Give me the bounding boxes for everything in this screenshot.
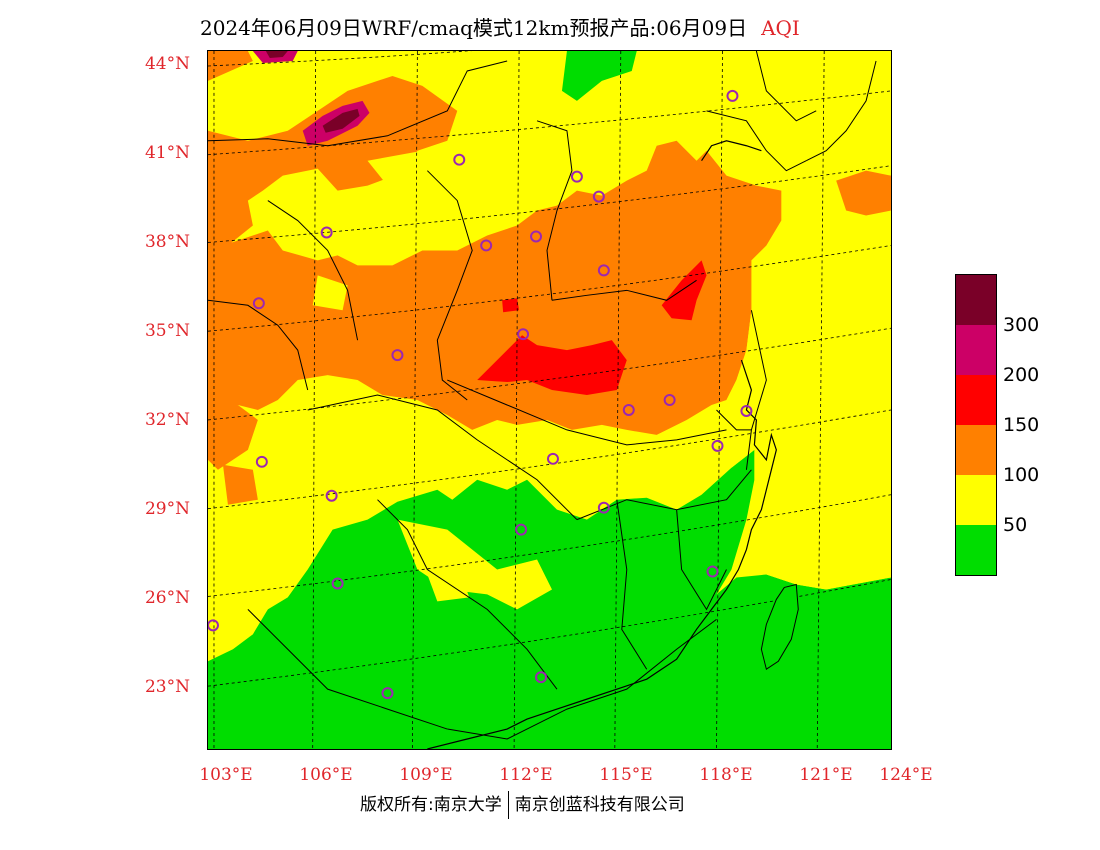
aqi-map	[207, 50, 892, 750]
legend-swatch-green	[956, 525, 996, 575]
legend-swatch-orange	[956, 425, 996, 475]
aqi-legend	[955, 274, 997, 576]
legend-label-50: 50	[1003, 514, 1028, 536]
aqi-band-red-center	[477, 335, 627, 396]
lon-label-106: 106°E	[299, 765, 353, 785]
copyright-footer: 版权所有:南京大学 南京创蓝科技有限公司	[360, 790, 685, 819]
title-text: 2024年06月09日WRF/cmaq模式12km预报产品:06月09日	[200, 16, 748, 40]
lon-label-124: 124°E	[879, 765, 933, 785]
aqi-band-yellow-hole-3	[547, 135, 627, 191]
lon-label-121: 121°E	[799, 765, 853, 785]
aqi-band-orange-sw-spot	[222, 464, 258, 505]
aqi-band-darkred-top	[265, 51, 288, 59]
legend-swatch-red	[956, 375, 996, 425]
lat-label-44: 44°N	[144, 54, 190, 74]
aqi-band-orange-west-lobe	[208, 404, 258, 470]
map-title: 2024年06月09日WRF/cmaq模式12km预报产品:06月09日 AQI	[200, 12, 800, 41]
aqi-band-yellow-hole-2	[312, 275, 348, 311]
footer-divider	[507, 791, 509, 819]
lat-label-23: 23°N	[144, 677, 190, 697]
graticule	[208, 51, 891, 749]
lat-label-35: 35°N	[144, 321, 190, 341]
aqi-band-yellow-west	[208, 559, 278, 660]
aqi-band-green-north-patch	[561, 51, 637, 101]
lon-label-112: 112°E	[499, 765, 553, 785]
footer-right: 南京创蓝科技有限公司	[514, 795, 685, 815]
aqi-band-yellow-hole-1	[417, 200, 448, 246]
lat-label-29: 29°N	[144, 499, 190, 519]
legend-swatch-darkred	[956, 275, 996, 325]
lon-label-103: 103°E	[199, 765, 253, 785]
lon-label-109: 109°E	[399, 765, 453, 785]
lat-label-41: 41°N	[144, 143, 190, 163]
legend-swatch-yellow	[956, 475, 996, 525]
lon-label-115: 115°E	[599, 765, 653, 785]
legend-label-150: 150	[1003, 414, 1040, 436]
aqi-band-darkred-nw	[322, 108, 360, 133]
lon-label-118: 118°E	[699, 765, 753, 785]
footer-left: 版权所有:南京大学	[360, 795, 502, 815]
aqi-band-yellow-pocket-2	[427, 574, 470, 602]
title-tag: AQI	[761, 16, 800, 40]
aqi-band-orange-center	[208, 140, 782, 435]
aqi-band-yellow-hole-4	[367, 150, 428, 186]
legend-label-200: 200	[1003, 364, 1040, 386]
coastline	[427, 140, 777, 749]
aqi-band-red-east	[661, 260, 707, 321]
province-boundaries	[208, 51, 877, 740]
lat-label-38: 38°N	[144, 232, 190, 252]
aqi-band-red-small	[502, 298, 520, 313]
lat-label-26: 26°N	[144, 588, 190, 608]
aqi-band-orange-east	[836, 170, 891, 216]
legend-label-300: 300	[1003, 314, 1040, 336]
city-markers	[208, 89, 753, 700]
legend-swatch-magenta	[956, 325, 996, 375]
lat-label-32: 32°N	[144, 410, 190, 430]
legend-label-100: 100	[1003, 464, 1040, 486]
aqi-band-orange-main	[208, 51, 458, 251]
aqi-band-yellow-pocket-1	[397, 519, 552, 610]
taiwan-island	[760, 583, 799, 671]
